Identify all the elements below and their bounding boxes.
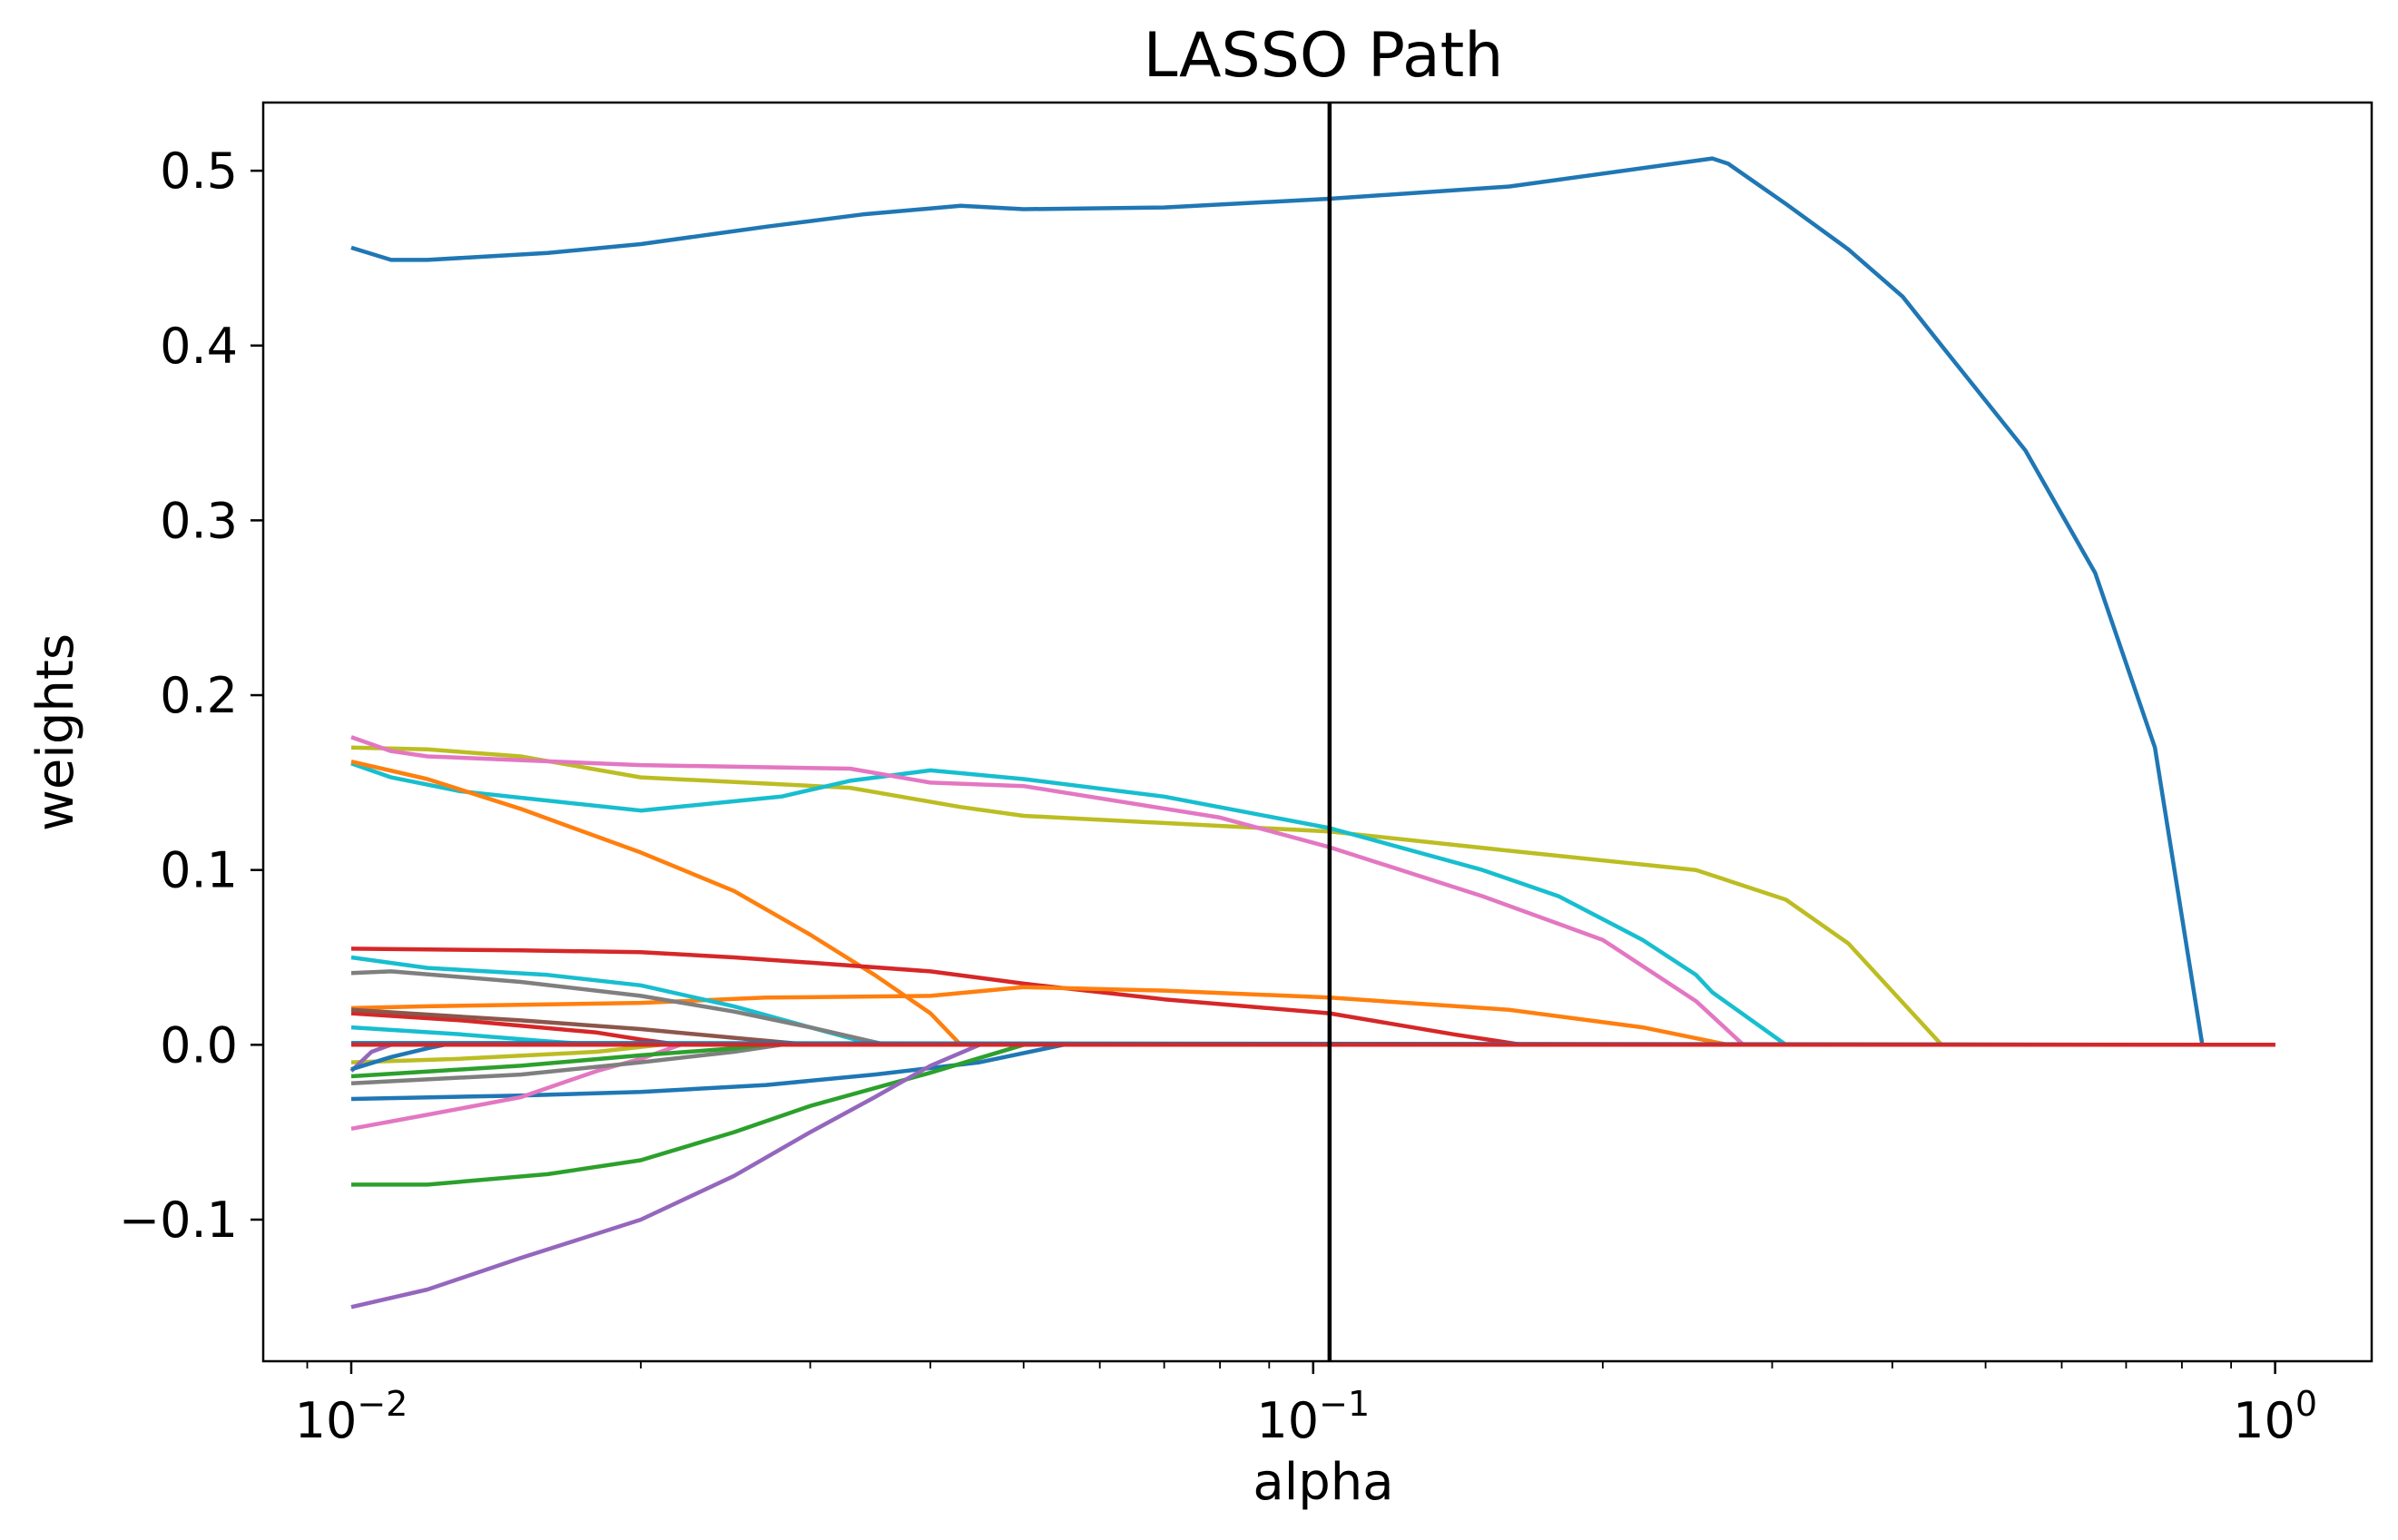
x-tick-label: 10−2 [295, 1384, 408, 1449]
series-line-3 [350, 761, 2275, 1047]
y-tick-label: 0.5 [160, 142, 238, 200]
series-line-4 [350, 735, 2275, 1047]
x-axis: 10−2 10−1 100 [295, 1361, 2317, 1449]
y-tick-label: −0.1 [119, 1192, 238, 1249]
series-line-7 [350, 985, 2275, 1047]
y-tick-label: 0.3 [160, 492, 238, 549]
plot-frame [261, 101, 2373, 1363]
y-tick-label: 0.0 [160, 1016, 238, 1074]
plot-area [349, 103, 2275, 1361]
chart-title: LASSO Path [1144, 20, 1504, 92]
series-line-12 [350, 1043, 2275, 1102]
series-line-5 [350, 760, 2275, 1047]
y-tick-label: 0.4 [160, 318, 238, 375]
series-line-13 [351, 1043, 2275, 1187]
y-tick-label: 0.2 [160, 667, 238, 724]
series-line-14 [350, 1043, 2275, 1309]
y-axis-label: weights [26, 633, 85, 831]
x-tick-label: 10−1 [1256, 1384, 1370, 1449]
series-line-6 [350, 947, 2275, 1047]
x-axis-label: alpha [1253, 1453, 1393, 1512]
series-line-1 [350, 156, 2275, 1047]
y-tick-label: 0.1 [160, 842, 238, 899]
y-axis: −0.1 0.0 0.1 0.2 0.3 0.4 0.5 [119, 142, 263, 1249]
